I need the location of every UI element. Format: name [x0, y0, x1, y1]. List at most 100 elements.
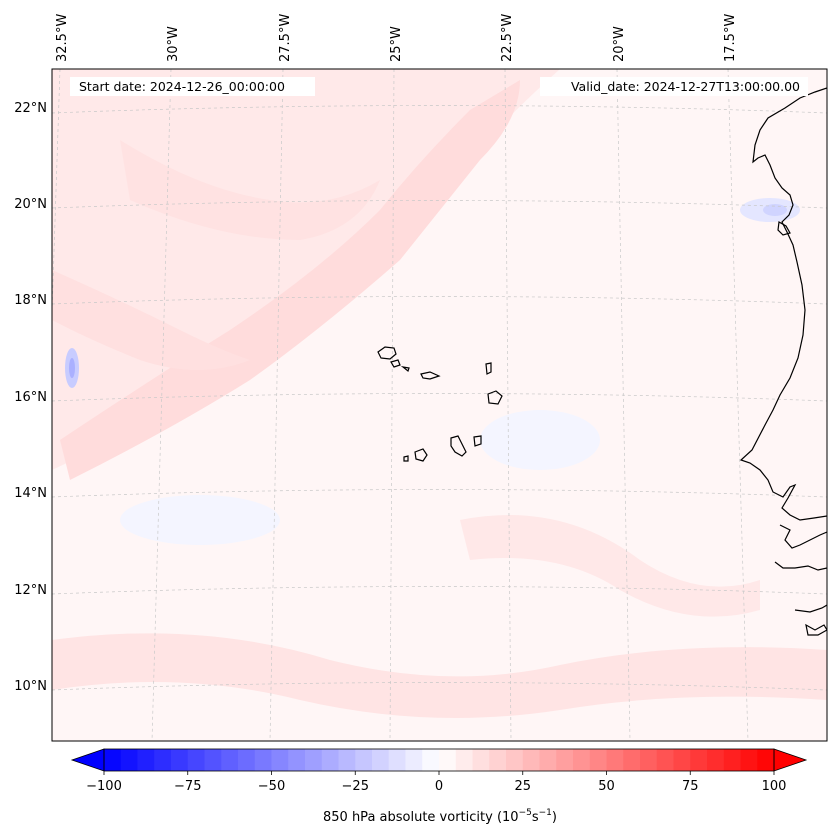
lat-tick-label: 22°N: [14, 101, 47, 116]
vorticity-positive-band: [52, 633, 827, 718]
colorbar-segment: [539, 749, 557, 771]
start-date-box: [70, 77, 315, 96]
valid-date-label: Valid_date: 2024-12-27T13:00:00.00: [571, 79, 800, 94]
vorticity-negative-patch: [763, 204, 787, 216]
vorticity-positive-band: [52, 270, 250, 370]
graticule: [52, 69, 827, 741]
colorbar-tick-label: 0: [435, 779, 443, 794]
colorbar-segment: [640, 749, 658, 771]
colorbar-segment: [204, 749, 222, 771]
colorbar-segment: [372, 749, 390, 771]
colorbar-segment: [254, 749, 272, 771]
colorbar-segment: [757, 749, 775, 771]
colorbar-segment: [422, 749, 440, 771]
colorbar-segment: [522, 749, 540, 771]
colorbar-segment: [623, 749, 641, 771]
colorbar-segment: [589, 749, 607, 771]
island-sal: [485, 362, 492, 375]
colorbar-tick-label: −100: [86, 779, 122, 794]
island-santiago: [450, 435, 467, 457]
island-sao-vicente: [390, 359, 401, 368]
colorbar-ticks: −100 −75 −50 −25 0 25 50 75 100: [86, 771, 786, 794]
colorbar-segment: [288, 749, 306, 771]
colorbar-segment: [472, 749, 490, 771]
valid-date-box: [540, 77, 808, 96]
colorbar-segment: [690, 749, 708, 771]
colorbar-tick-label: 50: [598, 779, 615, 794]
colorbar-segment: [137, 749, 155, 771]
island-maio: [473, 435, 482, 447]
colorbar-tick-label: −25: [342, 779, 369, 794]
colorbar-label: 850 hPa absolute vorticity (10−5s−1): [323, 808, 557, 825]
lon-tick-label: 27.5°W: [278, 14, 293, 62]
colorbar-tick-label: 25: [514, 779, 531, 794]
lat-tick-label: 16°N: [14, 390, 47, 405]
lat-tick-label: 18°N: [14, 293, 47, 308]
lat-tick-label: 20°N: [14, 197, 47, 212]
colorbar-segment: [656, 749, 674, 771]
lat-tick-label: 12°N: [14, 583, 47, 598]
island-santo-antao: [377, 346, 397, 360]
colorbar-segment: [606, 749, 624, 771]
lon-tick-label: 22.5°W: [500, 14, 515, 62]
colorbar-segment: [740, 749, 758, 771]
lon-tick-label: 25°W: [389, 26, 404, 62]
colorbar-segment: [221, 749, 239, 771]
colorbar-segment: [104, 749, 122, 771]
cape-verde-islands: [377, 346, 503, 462]
colorbar-segment: [673, 749, 691, 771]
vorticity-positive-band: [60, 80, 520, 480]
island-fogo: [414, 448, 428, 462]
colorbar-tick-label: 100: [762, 779, 787, 794]
colorbar-tick-label: −75: [174, 779, 201, 794]
map-frame: [51, 68, 828, 742]
lon-tick-label: 20°W: [612, 26, 627, 62]
colorbar-tick-label: 75: [682, 779, 699, 794]
colorbar-min-extension: [70, 748, 105, 772]
african-coastline: [739, 87, 827, 636]
colorbar-max-extension: [773, 748, 808, 772]
island-brava: [403, 455, 409, 462]
colorbar-tick-label: −50: [258, 779, 285, 794]
colorbar-segment: [723, 749, 741, 771]
lon-tick-label: 30°W: [166, 26, 181, 62]
colorbar-segment: [338, 749, 356, 771]
colorbar-segment: [506, 749, 524, 771]
colorbar-segment: [171, 749, 189, 771]
colorbar-segments: [104, 749, 775, 771]
colorbar-segment: [573, 749, 591, 771]
map-panel: [52, 69, 827, 741]
colorbar-segment: [388, 749, 406, 771]
island-boa-vista: [487, 390, 503, 405]
lat-tick-label: 14°N: [14, 486, 47, 501]
colorbar-segment: [238, 749, 256, 771]
colorbar-segment: [305, 749, 323, 771]
vorticity-positive-band: [460, 515, 760, 617]
longitude-tick-labels: 32.5°W 30°W 27.5°W 25°W 22.5°W 20°W 17.5…: [55, 14, 738, 62]
colorbar-segment: [120, 749, 138, 771]
colorbar-segment: [187, 749, 205, 771]
colorbar-segment: [271, 749, 289, 771]
lon-tick-label: 32.5°W: [55, 14, 70, 62]
vorticity-negative-patch: [120, 495, 280, 545]
colorbar-segment: [321, 749, 339, 771]
vorticity-negative-patch: [480, 410, 600, 470]
colorbar: −100 −75 −50 −25 0 25 50 75 100 850 hPa absolute…: [70, 748, 808, 825]
vorticity-positive-band: [120, 140, 380, 240]
colorbar-segment: [707, 749, 725, 771]
island-sao-nicolau: [420, 371, 441, 380]
colorbar-segment: [556, 749, 574, 771]
vorticity-negative-patch: [69, 358, 75, 378]
colorbar-segment: [489, 749, 507, 771]
colorbar-segment: [405, 749, 423, 771]
latitude-tick-labels: 22°N 20°N 18°N 16°N 14°N 12°N 10°N: [14, 101, 47, 694]
colorbar-segment: [154, 749, 172, 771]
island-santa-luzia: [400, 366, 410, 373]
colorbar-segment: [455, 749, 473, 771]
colorbar-segment: [439, 749, 457, 771]
start-date-label: Start date: 2024-12-26_00:00:00: [79, 79, 285, 94]
colorbar-segment: [355, 749, 373, 771]
lon-tick-label: 17.5°W: [723, 14, 738, 62]
lat-tick-label: 10°N: [14, 679, 47, 694]
